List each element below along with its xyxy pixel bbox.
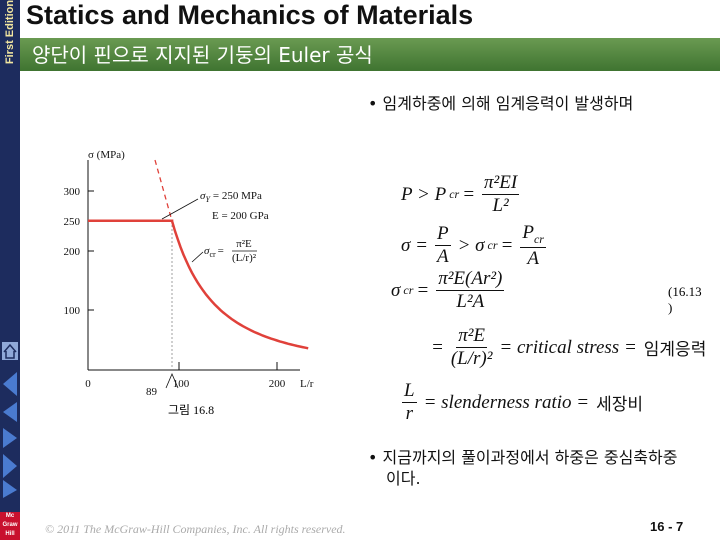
y-tick-label: 300 [64, 186, 81, 198]
y-tick-label: 200 [64, 246, 81, 258]
stress-curve [88, 219, 309, 350]
eq-text: P [436, 223, 449, 245]
fraction-den: (L/r)² [450, 348, 493, 369]
eq-text: = [416, 279, 430, 301]
last-button[interactable] [3, 454, 17, 478]
label-text: = [218, 245, 224, 257]
eq-korean: 세장비 [596, 395, 643, 415]
x-mark-label: 89 [146, 386, 158, 398]
eq-text: π²E(Ar²) [438, 268, 503, 289]
subtitle: 양단이 핀으로 지지된 기둥의 Euler 공식 [32, 43, 373, 67]
fraction: π²EI L² [482, 172, 520, 217]
fraction-num: π²EI [482, 172, 520, 195]
logo-text: Mc [5, 513, 15, 519]
logo-text: Hill [5, 531, 15, 537]
fraction: π²E(Ar²) L²A [436, 268, 505, 313]
x-tick-label: 100 [173, 378, 190, 390]
nav-icons [2, 342, 18, 498]
bullet: • 임계하중에 의해 임계응력이 발생하며 [368, 94, 634, 113]
eq-text: π²EI [484, 172, 518, 193]
logo: Mc Graw Hill [0, 512, 20, 540]
edition-label: First Edition [4, 0, 16, 65]
eq-text: P [522, 222, 534, 243]
leader-line [161, 198, 199, 220]
fraction-num: L [402, 380, 417, 403]
equation-tag: (16.13 ) [668, 284, 702, 315]
bullet-text: 지금까지의 풀이과정에서 하중은 중심축하중이다. [382, 448, 678, 488]
modulus-label: E = 200 GPa [212, 210, 269, 222]
fraction-num: π²E [236, 238, 252, 250]
symbol: σ [200, 190, 206, 202]
copyright: © 2011 The McGraw-Hill Companies, Inc. A… [45, 522, 346, 536]
fraction-den: L² [492, 195, 509, 216]
equation: = π²E (L/r)² = critical stress = 임계응력 [428, 325, 706, 370]
subscript: cr [209, 250, 216, 259]
eq-text: = [500, 234, 514, 256]
prev-button[interactable] [3, 402, 17, 422]
fraction-den: r [405, 403, 413, 424]
bullet: • 지금까지의 풀이과정에서 하중은 중심축하중이다. [368, 448, 678, 488]
first-button[interactable] [3, 372, 17, 396]
equation: σ cr = π²E(Ar²) L²A [388, 268, 508, 313]
fraction-den: (L/r)² [232, 252, 257, 264]
symbol: σ [204, 245, 210, 257]
y-tick-label: 100 [64, 305, 81, 317]
fraction: Pcr A [520, 222, 546, 270]
x-tick-label: 200 [269, 378, 286, 390]
eq-text: σ [391, 279, 401, 301]
x-axis-label: L/r [300, 378, 314, 390]
fraction-den: L²A [456, 291, 485, 312]
eq-text: = critical stress = [499, 336, 637, 358]
fraction-num: Pcr [520, 222, 546, 248]
eq-text: = slenderness ratio = [423, 391, 590, 413]
next-button[interactable] [3, 428, 17, 448]
eq-text: σ = [401, 234, 428, 256]
leader-line [191, 251, 204, 263]
euler-extension [154, 159, 173, 222]
label-text: = 250 MPa [213, 190, 262, 202]
eq-text: π²E [458, 325, 486, 346]
caption: 그림 16.8 [168, 403, 214, 417]
exit-button[interactable] [3, 480, 17, 498]
eq-text: > σ [457, 234, 485, 256]
fraction-num: π²E(Ar²) [436, 268, 505, 291]
page-number: 16 - 7 [650, 519, 684, 534]
eq-text: = [462, 183, 476, 205]
figure: σ (MPa) 300 250 200 100 0 100 200 L/r 89… [64, 149, 314, 417]
fraction-num: P [434, 223, 451, 247]
fraction-num: π²E [456, 325, 488, 348]
eq-subscript: cr [403, 283, 414, 297]
fraction: π²E (L/r)² [451, 325, 493, 370]
fraction-den: A [436, 246, 449, 268]
y-axis-label: σ (MPa) [88, 149, 125, 161]
eq-subscript: cr [487, 238, 498, 253]
eq-subscript: cr [449, 187, 460, 201]
subscript: Y [205, 195, 211, 204]
arrow [165, 372, 179, 389]
fraction-den: A [527, 247, 539, 269]
title: Statics and Mechanics of Materials [26, 0, 474, 30]
y-tick-label: 250 [64, 216, 81, 228]
curve-label: σcr = [204, 245, 224, 259]
yield-label: σY = 250 MPa [200, 190, 262, 204]
subtitle-bar [20, 38, 720, 71]
eq-subscript: cr [533, 231, 544, 246]
equation: σ = P A > σ cr = Pcr A [398, 222, 550, 270]
bullet-text: 임계하중에 의해 임계응력이 발생하며 [382, 94, 634, 113]
eq-text: = [431, 336, 444, 358]
eq-text: P > P [401, 183, 447, 205]
x-tick-label: 0 [85, 378, 91, 390]
home-button[interactable] [2, 342, 18, 360]
logo-text: Graw [2, 522, 18, 528]
eq-korean: 임계응력 [643, 340, 707, 360]
eq-text: L [404, 380, 415, 401]
